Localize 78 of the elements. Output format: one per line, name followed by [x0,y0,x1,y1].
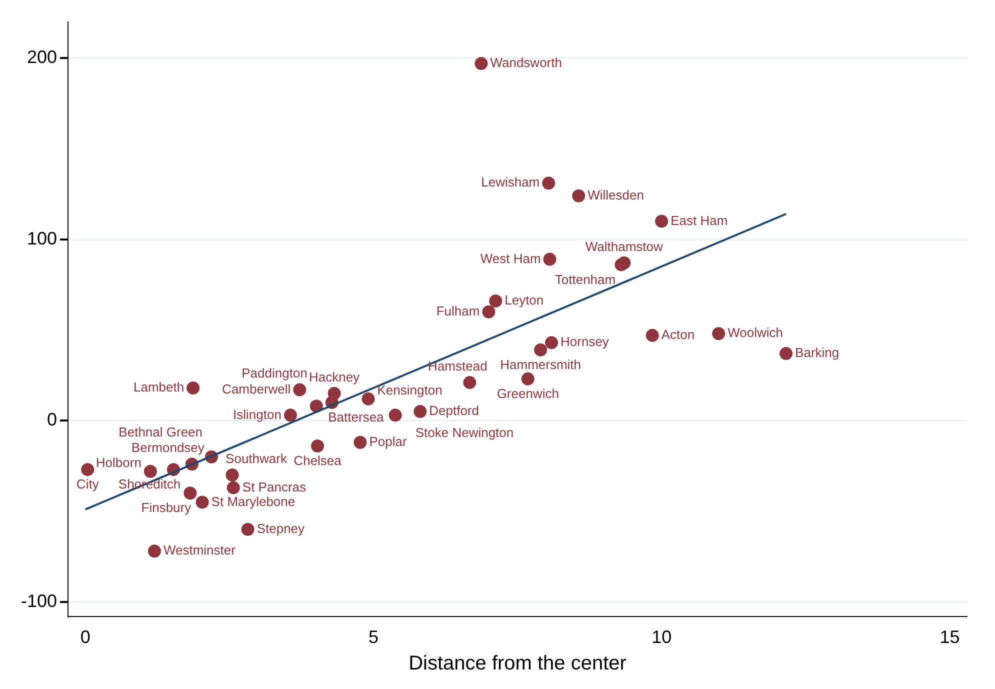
annotation: Stepney [256,520,306,536]
annotation: Poplar [369,434,408,449]
point [545,336,558,350]
point [196,496,209,509]
annotation: Hackney [308,370,360,385]
point [614,258,628,272]
annotation: Finsbury [141,500,192,516]
annotation: Hornsey [560,334,610,350]
x-tick-label: 10 [652,627,672,648]
point [712,327,726,340]
annotation: Southwark [226,451,288,466]
point [646,328,659,342]
annotation: Camberwell [222,381,291,396]
point [354,436,367,449]
annotation: City [76,476,100,492]
annotation: Westminster [163,542,236,558]
point [226,481,240,494]
annotation: Stoke Newington [415,424,514,440]
point [388,408,402,422]
x-tick-label: 15 [940,627,960,648]
point [148,544,161,558]
annotation: Bermondsey [131,440,205,456]
annotation: Bethnal Green [118,424,203,440]
annotation: Kensington [377,382,442,398]
annotation: Greenwich [496,386,559,401]
point [542,176,556,190]
annotation: Hammersmith [500,356,582,372]
annotation: Acton [661,326,695,342]
point [482,305,496,318]
y-tick-label: 200 [26,47,58,68]
annotation: Lambeth [133,380,184,395]
annotation: Walthamstow [585,238,664,254]
y-tick-label: -100 [20,590,58,611]
annotation: St Pancras [242,479,306,494]
point [572,189,586,202]
annotation: Deptford [429,403,479,418]
annotation: Chelsea [294,453,342,468]
annotation: Leyton [504,292,544,308]
point [534,343,548,356]
annotation: West Ham [480,250,541,266]
point [780,347,793,360]
point [463,376,476,390]
annotation: East Ham [670,212,728,228]
y-tick-label: 100 [26,228,58,248]
annotation: Tottenham [554,272,616,287]
point [521,372,534,386]
annotation: Lewisham [481,174,540,190]
point [186,381,200,394]
annotation: Holborn [96,454,142,470]
point [284,408,297,422]
point [310,400,323,413]
annotation: Paddington [242,366,308,381]
annotation: Willesden [588,187,644,202]
x-tick-label: 0 [80,627,90,648]
point [81,463,94,476]
y-tick-label: 0 [47,410,58,430]
point [226,468,239,482]
annotation: Islington [233,406,282,422]
point [655,214,668,228]
point [144,464,157,478]
x-tick-label: 5 [368,627,378,648]
annotation: Battersea [328,410,385,425]
point [543,252,556,266]
x-axis-title: Distance from the center [408,652,627,675]
point [293,383,306,396]
point [489,294,502,308]
annotation: Wandsworth [490,55,562,70]
annotation: St Marylebone [211,494,296,509]
point [311,439,324,452]
annotation: Barking [795,345,840,360]
point [241,522,254,536]
annotation: Hamstead [428,358,488,374]
annotation: Woolwich [728,325,784,340]
point [362,392,375,406]
point [414,405,427,418]
annotation: Fulham [436,303,480,318]
point [474,56,488,70]
point [184,486,197,500]
